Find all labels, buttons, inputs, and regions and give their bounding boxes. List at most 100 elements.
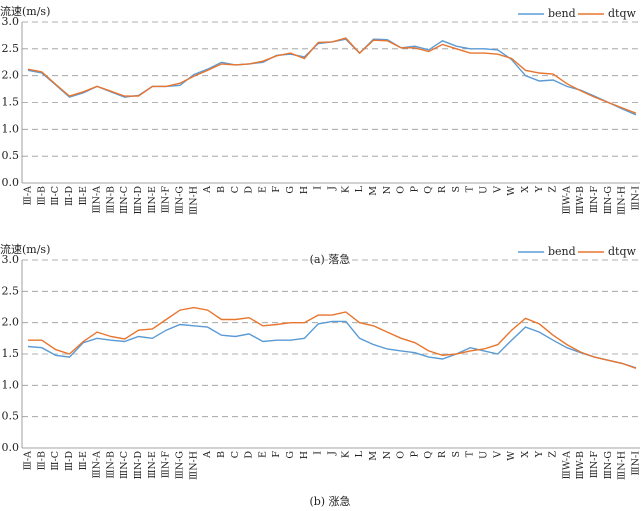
x-tick-label: ⅢW-A — [561, 451, 572, 479]
x-tick-label: I — [313, 186, 324, 190]
y-tick-label: 0.0 — [2, 176, 20, 189]
x-tick-label: I — [313, 451, 324, 455]
x-tick-label: ⅢN-F — [589, 451, 600, 479]
x-tick-label: Y — [534, 450, 545, 458]
x-tick-label: X — [520, 186, 531, 193]
series-line — [28, 306, 637, 370]
x-tick-label: Y — [534, 185, 545, 193]
x-tick-label: M — [368, 186, 379, 196]
x-tick-label: Ⅲ-E — [78, 451, 89, 470]
x-tick-label: Q — [423, 186, 434, 194]
x-tick-label: ⅢN-B — [105, 186, 116, 214]
x-tick-label: ⅢN-A — [92, 451, 103, 479]
x-tick-label: C — [230, 186, 241, 193]
x-tick-label: H — [299, 186, 310, 194]
x-tick-label: H — [299, 451, 310, 459]
y-tick-label: 2.0 — [2, 316, 20, 329]
x-tick-label: ⅢN-F — [589, 186, 600, 214]
x-tick-label: R — [437, 450, 448, 458]
x-tick-label: Ⅲ-E — [78, 186, 89, 205]
legend-label: bend — [548, 245, 576, 258]
x-tick-label: R — [437, 185, 448, 193]
x-tick-label: ⅢN-E — [147, 186, 158, 214]
x-tick-label: ⅢN-B — [105, 451, 116, 479]
legend-label: bend — [548, 7, 576, 20]
x-tick-label: ⅢN-E — [147, 451, 158, 479]
caption: (b) 涨急 — [309, 494, 350, 508]
x-tick-label: Ⅲ-D — [64, 451, 75, 471]
x-tick-label: ⅢN-F — [161, 186, 172, 214]
x-tick-label: Ⅲ-C — [50, 186, 61, 206]
x-tick-label: ⅢN-I — [631, 186, 642, 211]
x-tick-label: ⅢN-A — [92, 186, 103, 214]
x-tick-label: Ⅲ-B — [36, 186, 47, 205]
x-tick-label: O — [396, 451, 407, 459]
series-line — [27, 37, 637, 114]
x-tick-label: Ⅲ-C — [50, 451, 61, 471]
x-tick-label: Z — [548, 186, 559, 193]
x-tick-label: ⅢN-G — [175, 451, 186, 479]
y-tick-label: 1.5 — [2, 347, 20, 360]
x-tick-label: ⅢN-H — [617, 451, 628, 480]
x-tick-label: Ⅲ-B — [36, 451, 47, 470]
x-tick-label: U — [479, 451, 490, 459]
y-tick-label: 0.5 — [2, 149, 20, 162]
x-tick-label: C — [230, 451, 241, 458]
x-tick-label: F — [271, 451, 282, 458]
x-tick-label: W — [506, 186, 517, 196]
x-tick-label: P — [409, 185, 420, 192]
legend-label: dtqw — [608, 7, 637, 20]
x-tick-label: ⅢN-H — [188, 186, 199, 215]
x-tick-label: G — [285, 451, 296, 459]
x-tick-label: S — [451, 186, 462, 193]
x-tick-label: K — [340, 450, 351, 458]
x-tick-label: V — [492, 186, 503, 194]
x-tick-label: ⅢN-C — [119, 186, 130, 214]
x-tick-label: G — [285, 186, 296, 194]
x-tick-label: B — [216, 186, 227, 193]
x-tick-label: J — [327, 186, 338, 191]
y-axis-label: 流速(m/s) — [0, 242, 50, 256]
x-tick-label: F — [271, 186, 282, 193]
x-tick-label: ⅢN-I — [631, 451, 642, 476]
y-tick-label: 3.0 — [2, 253, 20, 266]
x-tick-label: D — [244, 451, 255, 459]
x-tick-label: ⅢN-F — [161, 451, 172, 479]
x-tick-label: T — [465, 185, 476, 192]
y-tick-label: 0.5 — [2, 410, 20, 423]
x-tick-label: ⅢN-H — [617, 186, 628, 215]
x-tick-label: V — [492, 451, 503, 459]
x-tick-label: ⅢW-B — [575, 186, 586, 214]
x-tick-label: L — [354, 185, 365, 192]
y-tick-label: 0.0 — [2, 441, 20, 454]
x-tick-label: T — [465, 450, 476, 457]
x-tick-label: O — [396, 186, 407, 194]
y-tick-label: 2.5 — [2, 42, 20, 55]
x-tick-label: M — [368, 451, 379, 461]
x-tick-label: P — [409, 450, 420, 457]
x-tick-label: ⅢN-H — [188, 451, 199, 480]
x-tick-label: J — [327, 451, 338, 456]
x-tick-label: X — [520, 451, 531, 458]
y-tick-label: 1.5 — [2, 96, 20, 109]
y-tick-label: 1.0 — [2, 122, 20, 135]
x-tick-label: ⅢN-C — [119, 451, 130, 479]
x-tick-label: ⅢN-G — [603, 186, 614, 214]
y-tick-label: 3.0 — [2, 15, 20, 28]
x-tick-label: U — [479, 186, 490, 194]
legend-label: dtqw — [608, 245, 637, 258]
series-line — [27, 320, 637, 369]
x-tick-label: D — [244, 186, 255, 194]
x-tick-label: ⅢN-G — [175, 186, 186, 214]
y-tick-label: 2.0 — [2, 69, 20, 82]
y-tick-label: 2.5 — [2, 284, 20, 297]
x-tick-label: ⅢW-B — [575, 451, 586, 479]
x-tick-label: E — [257, 451, 268, 458]
x-tick-label: K — [340, 185, 351, 193]
x-tick-label: N — [382, 186, 393, 194]
x-tick-label: N — [382, 451, 393, 459]
x-tick-label: ⅢW-A — [561, 186, 572, 214]
x-tick-label: E — [257, 186, 268, 193]
series-line — [27, 38, 637, 116]
